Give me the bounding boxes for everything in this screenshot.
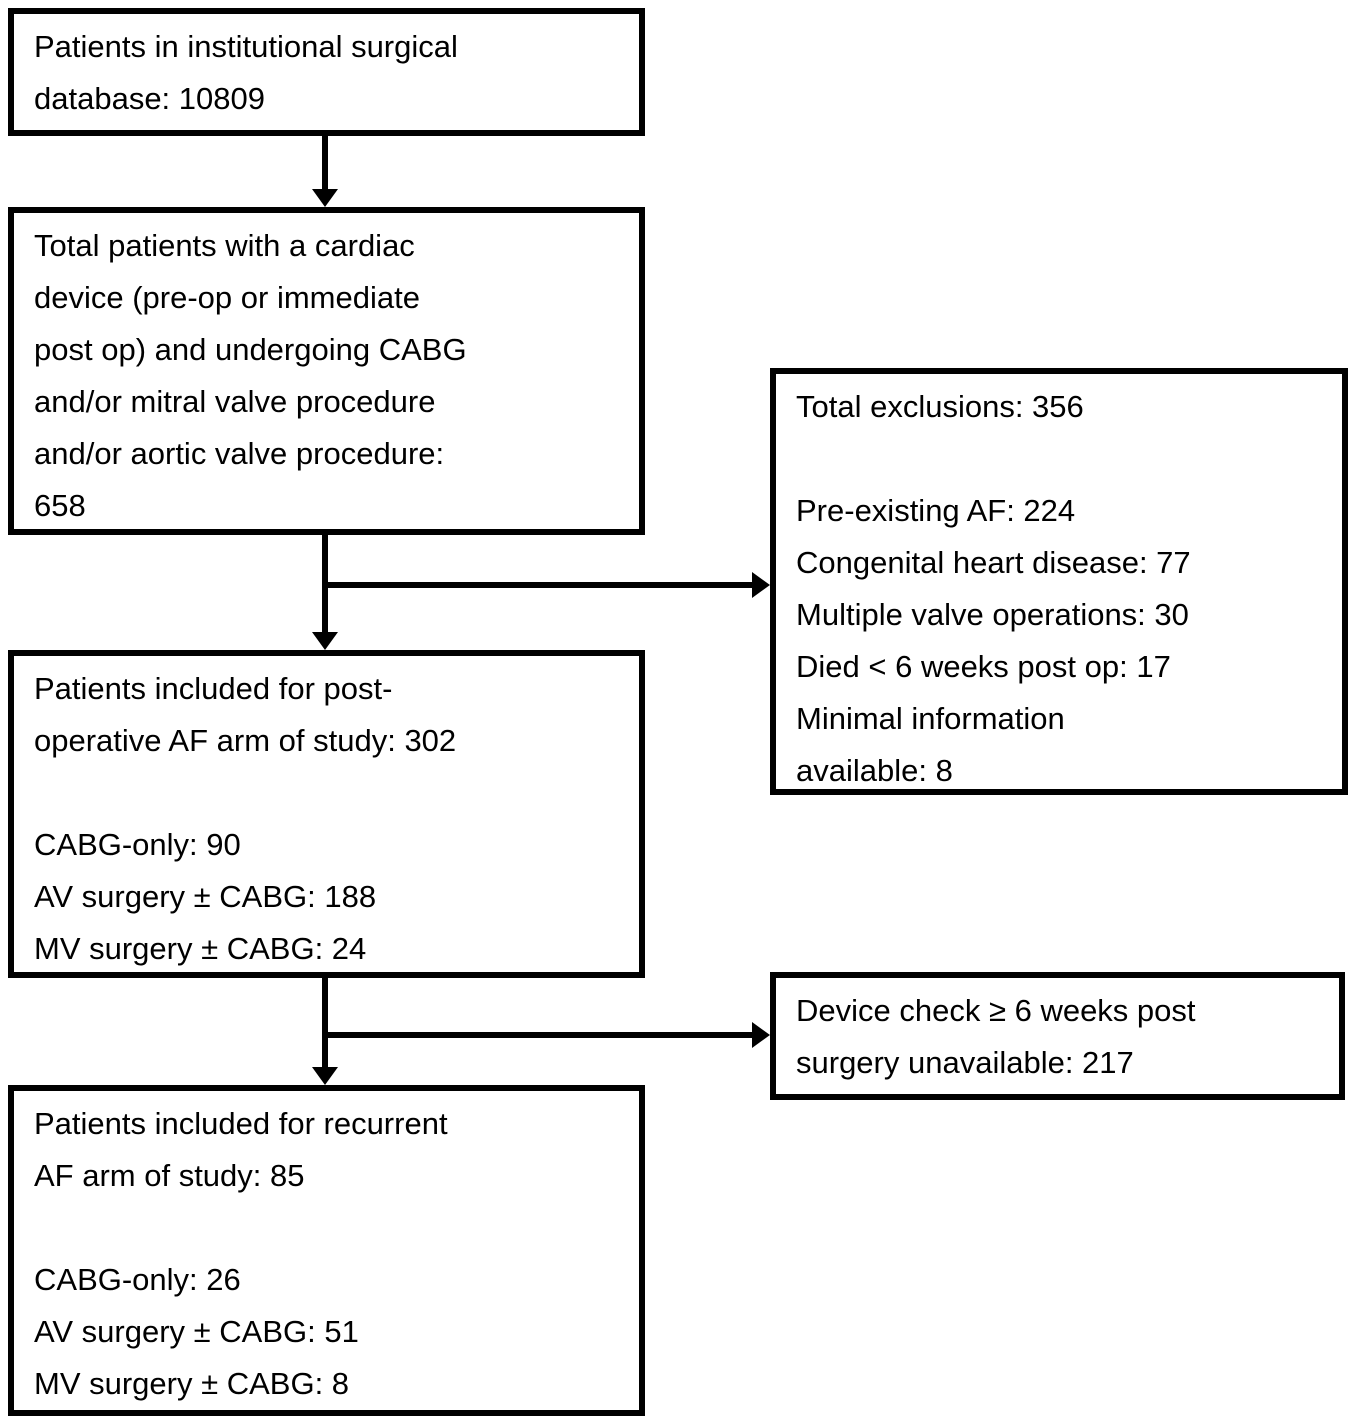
connector-postop-to-recurrent [322,978,328,1067]
connector-database-to-cardiac-device [322,136,328,191]
connector-branch-to-exclusions [325,582,752,588]
node-total-exclusions: Total exclusions: 356 Pre-existing AF: 2… [770,368,1348,795]
arrowhead-down-icon [312,1067,338,1085]
node-recurrent-af-arm: Patients included for recurrent AF arm o… [8,1085,645,1416]
arrowhead-right-icon [752,572,770,598]
node-cardiac-device-cohort: Total patients with a cardiac device (pr… [8,207,645,535]
arrowhead-down-icon [312,632,338,650]
arrowhead-right-icon [752,1022,770,1048]
connector-branch-to-device-check [325,1032,752,1038]
node-device-check-unavailable: Device check ≥ 6 weeks post surgery unav… [770,972,1345,1100]
node-surgical-database: Patients in institutional surgical datab… [8,8,645,136]
node-postop-af-arm: Patients included for post- operative AF… [8,650,645,978]
arrowhead-down-icon [312,189,338,207]
